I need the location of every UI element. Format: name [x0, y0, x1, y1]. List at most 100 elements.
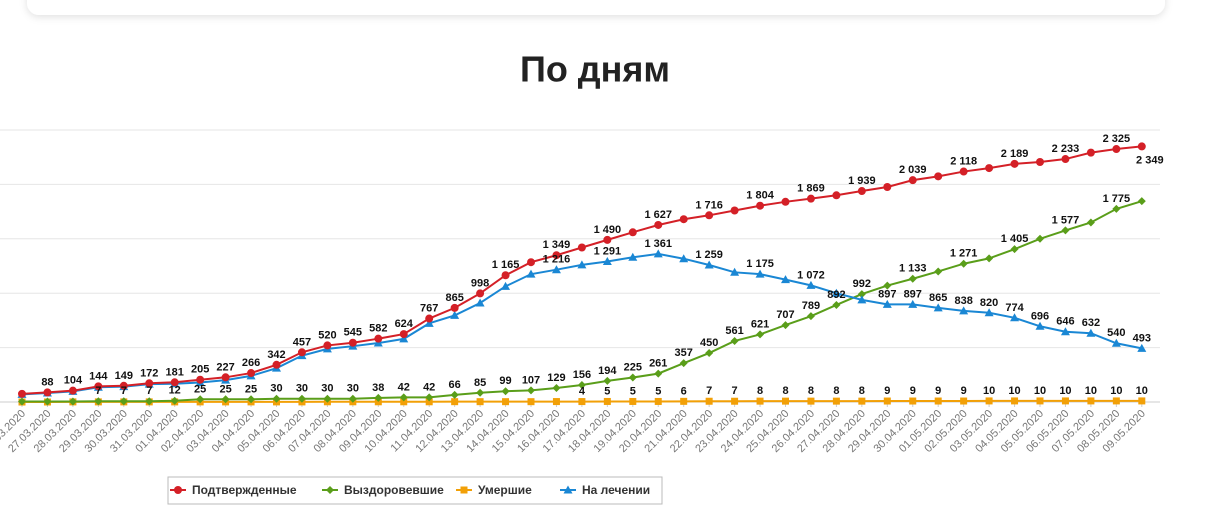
- point: [1086, 218, 1095, 227]
- point: [272, 394, 281, 403]
- point: [883, 183, 892, 192]
- data-label: 774: [1005, 302, 1024, 314]
- point: [1086, 328, 1096, 337]
- point: [68, 386, 77, 395]
- point: [679, 254, 689, 263]
- data-label: 261: [649, 358, 667, 370]
- data-label: 227: [216, 361, 234, 373]
- data-label: 6: [681, 385, 687, 397]
- point: [399, 393, 408, 402]
- point: [196, 395, 205, 404]
- point: [221, 395, 230, 404]
- point: [399, 334, 409, 343]
- data-label: 7: [95, 385, 101, 397]
- point: [909, 397, 917, 405]
- point: [374, 393, 383, 402]
- point: [348, 394, 357, 403]
- point: [679, 215, 688, 224]
- data-label: 8: [757, 385, 763, 397]
- data-label: 129: [547, 372, 565, 384]
- point: [756, 330, 765, 339]
- data-label: 2 233: [1052, 143, 1080, 155]
- data-label: 1 716: [695, 199, 723, 211]
- data-label: 865: [929, 292, 947, 304]
- point: [857, 187, 866, 196]
- data-label: 7: [146, 385, 152, 397]
- point: [476, 398, 484, 406]
- data-label: 10: [983, 385, 995, 397]
- point: [451, 398, 459, 406]
- data-label: 30: [270, 383, 282, 395]
- point: [1137, 142, 1146, 151]
- point: [730, 206, 739, 215]
- point: [247, 369, 256, 378]
- point: [450, 310, 460, 319]
- data-label: 520: [318, 329, 336, 341]
- data-label: 9: [910, 385, 916, 397]
- data-label: 42: [398, 381, 410, 393]
- point: [323, 394, 332, 403]
- data-label: 2 325: [1103, 133, 1131, 145]
- data-label: 9: [961, 385, 967, 397]
- point: [425, 314, 434, 323]
- data-label: 9: [884, 385, 890, 397]
- data-label: 2 039: [899, 164, 927, 176]
- point: [399, 330, 408, 339]
- data-label: 181: [166, 366, 184, 378]
- chart-title: По дням: [520, 49, 670, 90]
- data-label: 1 405: [1001, 233, 1029, 245]
- point: [1086, 148, 1095, 157]
- data-label: 1 271: [950, 248, 978, 260]
- point: [1035, 321, 1045, 330]
- point: [43, 388, 52, 397]
- point: [1061, 397, 1069, 405]
- point: [704, 260, 714, 269]
- series-line: [21, 145, 1142, 395]
- data-label: 545: [344, 327, 362, 339]
- point: [832, 300, 841, 309]
- data-label: 12: [169, 385, 181, 397]
- point: [883, 281, 892, 290]
- point: [1112, 204, 1121, 213]
- data-label: 1 349: [543, 239, 571, 251]
- point: [857, 295, 867, 304]
- data-label: 621: [751, 318, 769, 330]
- legend-label: На лечении: [582, 483, 650, 497]
- point: [527, 398, 535, 406]
- point: [170, 396, 179, 405]
- data-label: 225: [624, 362, 642, 374]
- data-label: 144: [89, 370, 108, 382]
- data-label: 1 291: [594, 246, 622, 258]
- point: [679, 359, 688, 368]
- point: [756, 397, 764, 405]
- point: [221, 373, 230, 382]
- point: [705, 349, 714, 358]
- data-label: 172: [140, 367, 158, 379]
- data-label: 25: [219, 383, 231, 395]
- point: [628, 252, 638, 261]
- point: [552, 251, 561, 260]
- data-label: 1 577: [1052, 214, 1080, 226]
- data-label: 540: [1107, 327, 1125, 339]
- data-label: 149: [115, 370, 133, 382]
- point: [654, 397, 662, 405]
- point: [323, 341, 332, 350]
- legend-label: Умершие: [478, 483, 532, 497]
- point: [527, 258, 535, 267]
- point: [934, 397, 942, 405]
- data-label: 493: [1133, 332, 1151, 344]
- data-label: 2 349: [1136, 154, 1164, 166]
- point: [94, 397, 103, 406]
- point: [781, 321, 790, 330]
- data-label: 194: [598, 365, 617, 377]
- point: [781, 275, 790, 284]
- point: [603, 235, 612, 244]
- point: [680, 397, 688, 405]
- point: [94, 382, 103, 391]
- point: [348, 338, 357, 347]
- data-label: 205: [191, 364, 209, 376]
- point: [552, 398, 560, 406]
- point: [374, 334, 383, 343]
- data-label: 7: [732, 385, 738, 397]
